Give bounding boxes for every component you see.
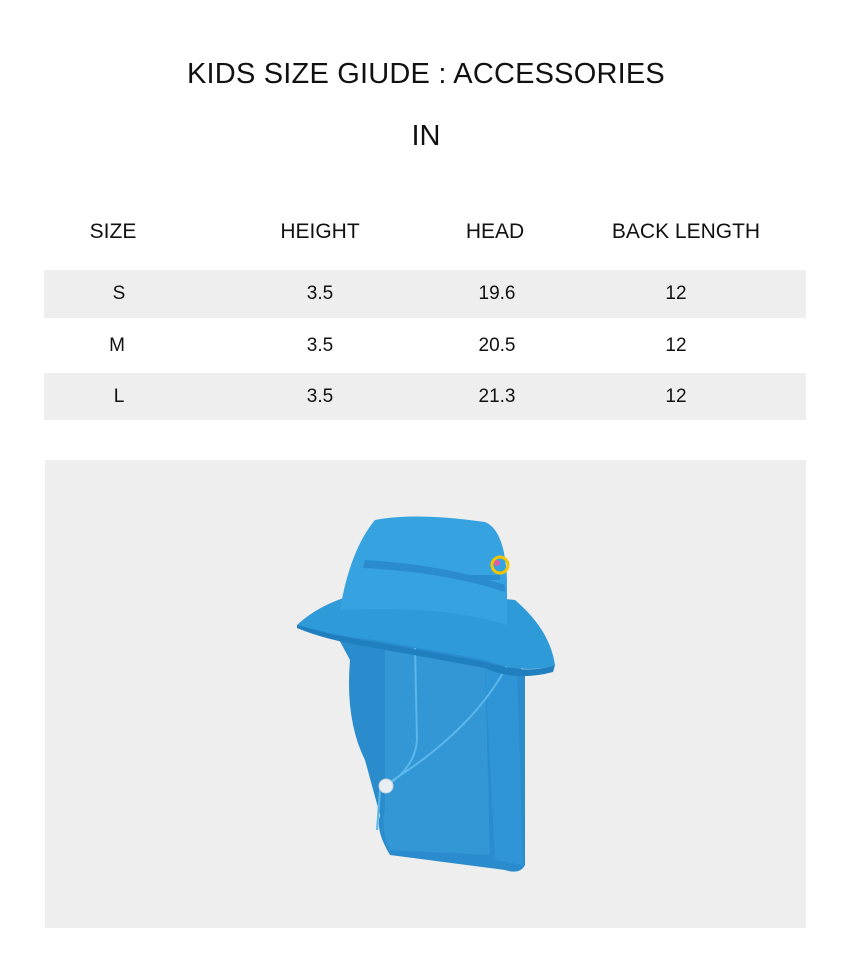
cell-head: 20.5 [478, 334, 516, 356]
table-row: L 3.5 21.3 12 [44, 373, 806, 420]
header-height: HEIGHT [280, 220, 360, 243]
table-row: M 3.5 20.5 12 [44, 318, 806, 373]
cell-size: M [109, 334, 125, 356]
cell-head: 19.6 [478, 283, 516, 304]
cell-size: L [113, 385, 125, 407]
cell-height: 3.5 [306, 283, 334, 304]
bucket-hat-illustration [297, 516, 555, 872]
header-size: SIZE [89, 220, 137, 243]
cell-back-length: 12 [665, 385, 687, 407]
cell-back-length: 12 [665, 283, 687, 304]
sun-logo-icon [490, 555, 510, 575]
cell-size: S [112, 283, 126, 304]
cell-height: 3.5 [306, 385, 334, 407]
header-back-length: BACK LENGTH [611, 220, 761, 243]
product-image [45, 460, 806, 928]
page-title: KIDS SIZE GIUDE : ACCESSORIES [187, 58, 665, 90]
cell-back-length: 12 [665, 334, 687, 356]
header-head: HEAD [465, 220, 525, 243]
table-row: S 3.5 19.6 12 [44, 270, 806, 318]
cell-head: 21.3 [478, 385, 516, 407]
cell-height: 3.5 [306, 334, 334, 356]
table-header: SIZE HEIGHT HEAD BACK LENGTH [44, 216, 806, 250]
unit-label: IN [411, 120, 441, 152]
